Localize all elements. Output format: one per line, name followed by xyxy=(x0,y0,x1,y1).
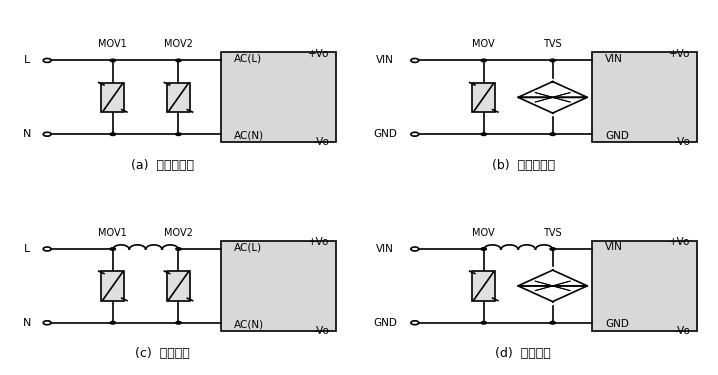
Circle shape xyxy=(110,59,116,62)
Circle shape xyxy=(110,321,116,324)
Bar xyxy=(221,52,336,142)
Circle shape xyxy=(550,321,555,324)
Text: VIN: VIN xyxy=(605,54,623,64)
Text: AC(N): AC(N) xyxy=(234,131,264,141)
Polygon shape xyxy=(518,98,587,113)
Text: MOV2: MOV2 xyxy=(164,39,193,50)
Bar xyxy=(472,271,495,301)
Bar xyxy=(592,241,697,331)
Circle shape xyxy=(110,248,116,250)
Text: -Vo: -Vo xyxy=(314,326,330,336)
Text: (a)  不恰当应用: (a) 不恰当应用 xyxy=(131,159,194,172)
Text: -Vo: -Vo xyxy=(675,326,691,336)
Text: AC(L): AC(L) xyxy=(234,242,262,252)
Circle shape xyxy=(481,133,486,135)
Text: MOV2: MOV2 xyxy=(164,228,193,238)
Circle shape xyxy=(550,133,555,135)
Text: MOV: MOV xyxy=(472,39,495,50)
Circle shape xyxy=(550,248,555,250)
Text: MOV: MOV xyxy=(472,228,495,238)
Text: GND: GND xyxy=(373,129,397,139)
Polygon shape xyxy=(518,82,587,98)
Text: TVS: TVS xyxy=(544,228,562,238)
Text: VIN: VIN xyxy=(605,242,623,252)
Bar xyxy=(101,271,124,301)
Text: AC(L): AC(L) xyxy=(234,54,262,64)
Text: VIN: VIN xyxy=(376,56,394,65)
Bar xyxy=(472,82,495,112)
Text: N: N xyxy=(23,129,32,139)
Circle shape xyxy=(176,133,181,135)
Circle shape xyxy=(176,59,181,62)
Text: GND: GND xyxy=(605,320,629,329)
Text: +Vo: +Vo xyxy=(308,49,330,59)
Circle shape xyxy=(550,59,555,62)
Bar xyxy=(101,82,124,112)
Circle shape xyxy=(481,248,486,250)
Polygon shape xyxy=(518,286,587,302)
Bar xyxy=(167,271,190,301)
Circle shape xyxy=(110,133,116,135)
Text: L: L xyxy=(24,56,31,65)
Text: GND: GND xyxy=(373,318,397,328)
Text: VIN: VIN xyxy=(376,244,394,254)
Text: -Vo: -Vo xyxy=(675,137,691,147)
Text: +Vo: +Vo xyxy=(308,237,330,248)
Text: GND: GND xyxy=(605,131,629,141)
Bar xyxy=(167,82,190,112)
Text: (c)  推荐应用: (c) 推荐应用 xyxy=(135,347,190,360)
Text: +Vo: +Vo xyxy=(669,49,691,59)
Text: +Vo: +Vo xyxy=(669,237,691,248)
Text: (d)  推荐应用: (d) 推荐应用 xyxy=(495,347,551,360)
Text: -Vo: -Vo xyxy=(314,137,330,147)
Circle shape xyxy=(481,321,486,324)
Circle shape xyxy=(176,248,181,250)
Text: L: L xyxy=(24,244,31,254)
Text: (b)  不恰当应用: (b) 不恰当应用 xyxy=(492,159,555,172)
Circle shape xyxy=(176,321,181,324)
Circle shape xyxy=(481,59,486,62)
Bar xyxy=(221,241,336,331)
Text: MOV1: MOV1 xyxy=(98,228,127,238)
Text: N: N xyxy=(23,318,32,328)
Text: TVS: TVS xyxy=(544,39,562,50)
Polygon shape xyxy=(518,270,587,286)
Bar xyxy=(592,52,697,142)
Text: MOV1: MOV1 xyxy=(98,39,127,50)
Text: AC(N): AC(N) xyxy=(234,320,264,329)
